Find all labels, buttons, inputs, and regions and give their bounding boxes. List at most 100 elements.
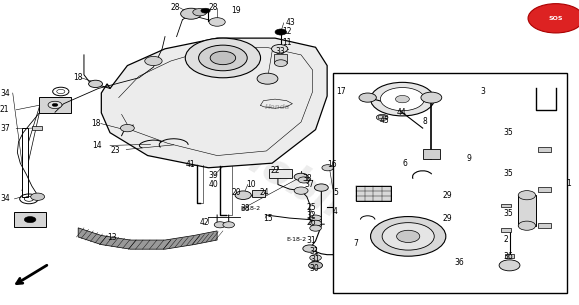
Circle shape [380, 88, 424, 111]
Text: 2: 2 [504, 235, 508, 244]
Text: 20: 20 [232, 188, 241, 197]
Bar [423, 149, 440, 159]
Text: 4: 4 [333, 207, 338, 217]
Bar [274, 54, 287, 63]
Circle shape [274, 60, 287, 66]
Text: SOS: SOS [548, 16, 563, 21]
Text: 37: 37 [0, 124, 10, 133]
Text: 17: 17 [336, 87, 346, 96]
Text: 24: 24 [259, 188, 269, 197]
Circle shape [24, 217, 36, 223]
Text: 10: 10 [246, 180, 256, 189]
Text: 21: 21 [0, 105, 9, 114]
Bar [333, 73, 567, 293]
Circle shape [518, 221, 536, 230]
Circle shape [528, 4, 579, 33]
Circle shape [235, 191, 251, 199]
Text: 31: 31 [307, 236, 317, 246]
Bar [505, 254, 514, 258]
Text: partsmobile: partsmobile [111, 64, 376, 241]
Circle shape [518, 191, 536, 200]
Text: 18: 18 [74, 73, 83, 82]
Circle shape [322, 165, 334, 171]
Text: 33: 33 [275, 47, 285, 56]
Text: 16: 16 [327, 160, 337, 169]
Polygon shape [101, 38, 327, 168]
Text: 5: 5 [333, 188, 338, 197]
Bar [518, 195, 536, 226]
Polygon shape [78, 228, 217, 249]
Circle shape [395, 95, 409, 103]
Text: 35: 35 [504, 128, 514, 137]
Circle shape [31, 193, 45, 200]
Bar [14, 212, 46, 227]
Bar [39, 97, 71, 113]
Text: 8: 8 [423, 117, 427, 127]
Text: 31: 31 [310, 247, 320, 256]
Text: E-18-2: E-18-2 [287, 237, 307, 242]
Text: 34: 34 [0, 88, 10, 98]
Bar [22, 128, 28, 197]
Bar [538, 223, 551, 228]
Circle shape [303, 245, 317, 252]
Text: 14: 14 [93, 141, 102, 150]
Bar [501, 204, 511, 207]
Text: 1: 1 [566, 178, 571, 188]
Text: 37: 37 [305, 180, 314, 189]
Text: 23: 23 [110, 146, 120, 156]
Text: 28: 28 [208, 3, 218, 12]
Circle shape [314, 184, 328, 191]
Circle shape [120, 124, 134, 132]
Circle shape [214, 222, 226, 228]
Text: 3: 3 [481, 87, 485, 96]
Circle shape [201, 8, 210, 13]
Circle shape [272, 45, 288, 53]
Text: 32: 32 [307, 210, 317, 220]
Circle shape [359, 93, 376, 102]
Circle shape [371, 217, 446, 256]
Bar [378, 115, 387, 118]
Text: 43: 43 [285, 18, 295, 27]
Text: 36: 36 [455, 258, 464, 267]
Circle shape [310, 220, 321, 226]
Text: 19: 19 [232, 6, 241, 15]
Circle shape [48, 101, 62, 109]
Circle shape [185, 38, 261, 78]
Circle shape [298, 177, 310, 183]
Text: 38: 38 [303, 174, 313, 183]
Circle shape [193, 9, 207, 16]
Text: Honda: Honda [265, 104, 291, 110]
Text: 31: 31 [310, 255, 320, 264]
Bar [356, 186, 391, 201]
Circle shape [294, 187, 308, 194]
Text: 18: 18 [91, 119, 101, 128]
Text: 38: 38 [240, 204, 250, 214]
Text: 39: 39 [208, 171, 218, 180]
Text: 25: 25 [307, 203, 317, 212]
Circle shape [199, 45, 247, 71]
Circle shape [181, 8, 201, 19]
Circle shape [382, 223, 434, 250]
Bar [269, 169, 292, 178]
Circle shape [223, 222, 234, 228]
Text: 29: 29 [443, 214, 453, 223]
Text: 36: 36 [504, 252, 514, 261]
Circle shape [397, 230, 420, 242]
Circle shape [309, 262, 323, 269]
Text: 26: 26 [307, 218, 317, 227]
Bar [538, 147, 551, 152]
Text: 7: 7 [353, 239, 358, 249]
Text: 30: 30 [310, 264, 320, 273]
Circle shape [210, 51, 236, 65]
Text: 6: 6 [402, 159, 407, 168]
Circle shape [145, 56, 162, 66]
Circle shape [371, 82, 434, 116]
Circle shape [209, 18, 225, 26]
Circle shape [376, 114, 388, 120]
Text: 35: 35 [504, 209, 514, 218]
Circle shape [421, 92, 442, 103]
Circle shape [275, 29, 287, 35]
Bar [538, 187, 551, 192]
Text: 12: 12 [283, 27, 292, 36]
Circle shape [310, 225, 321, 231]
